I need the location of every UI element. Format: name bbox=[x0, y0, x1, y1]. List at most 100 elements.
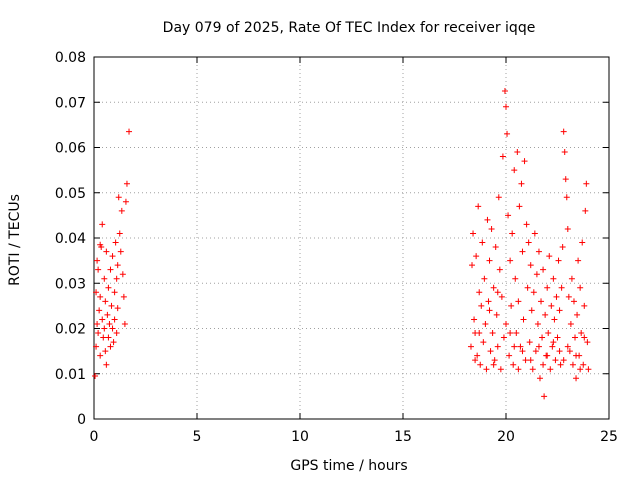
data-point bbox=[515, 366, 522, 373]
data-point bbox=[101, 275, 108, 282]
data-point bbox=[530, 289, 537, 296]
x-axis-label: GPS time / hours bbox=[290, 458, 407, 474]
data-point bbox=[102, 298, 109, 305]
data-point bbox=[476, 289, 483, 296]
data-point bbox=[107, 343, 114, 350]
x-tick-label: 20 bbox=[497, 429, 515, 445]
data-point bbox=[573, 352, 580, 359]
data-point bbox=[526, 339, 533, 346]
data-point bbox=[583, 180, 590, 187]
data-point bbox=[109, 325, 116, 332]
data-point bbox=[567, 320, 574, 327]
data-point bbox=[564, 225, 571, 232]
y-tick-label: 0.08 bbox=[55, 50, 86, 66]
data-point bbox=[580, 361, 587, 368]
data-point bbox=[92, 373, 99, 380]
data-point bbox=[111, 289, 118, 296]
data-point bbox=[113, 330, 120, 337]
x-tick-label: 15 bbox=[394, 429, 412, 445]
data-point bbox=[549, 343, 556, 350]
data-point bbox=[527, 357, 534, 364]
data-point bbox=[546, 253, 553, 260]
data-point bbox=[494, 343, 501, 350]
chart-title: Day 079 of 2025, Rate Of TEC Index for r… bbox=[163, 20, 536, 36]
data-point bbox=[498, 293, 505, 300]
data-point bbox=[486, 307, 493, 314]
data-point bbox=[511, 167, 518, 174]
data-point bbox=[584, 339, 591, 346]
data-point bbox=[485, 298, 492, 305]
data-point bbox=[532, 348, 539, 355]
data-point bbox=[122, 198, 129, 205]
data-point bbox=[484, 216, 491, 223]
data-point bbox=[519, 348, 526, 355]
data-point bbox=[112, 239, 119, 246]
data-point bbox=[577, 366, 584, 373]
data-point bbox=[531, 230, 538, 237]
data-point bbox=[545, 330, 552, 337]
data-point bbox=[119, 271, 126, 278]
data-point bbox=[535, 248, 542, 255]
data-points bbox=[92, 87, 592, 400]
data-point bbox=[481, 275, 488, 282]
plot-frame bbox=[93, 56, 610, 420]
data-point bbox=[565, 293, 572, 300]
data-point bbox=[497, 366, 504, 373]
data-point bbox=[123, 180, 130, 187]
y-tick-label: 0.03 bbox=[55, 276, 86, 292]
data-point bbox=[469, 262, 476, 269]
data-point bbox=[483, 366, 490, 373]
data-point bbox=[109, 253, 116, 260]
data-point bbox=[527, 262, 534, 269]
data-point bbox=[505, 212, 512, 219]
data-point bbox=[554, 334, 561, 341]
data-point bbox=[499, 153, 506, 160]
axis-ticks: 0 5 10 15 20 25 0 0.01 0.02 0.03 0.04 0.05 0.06 0.07 0… bbox=[55, 50, 618, 445]
data-point bbox=[524, 284, 531, 291]
data-point bbox=[470, 230, 477, 237]
data-point bbox=[536, 375, 543, 382]
y-tick-label: 0.04 bbox=[55, 231, 86, 247]
data-point bbox=[95, 330, 102, 337]
data-point bbox=[556, 348, 563, 355]
data-point bbox=[480, 339, 487, 346]
data-point bbox=[101, 325, 108, 332]
data-point bbox=[534, 320, 541, 327]
data-point bbox=[474, 352, 481, 359]
data-point bbox=[106, 320, 113, 327]
data-point bbox=[118, 207, 125, 214]
data-point bbox=[120, 293, 127, 300]
data-point bbox=[503, 320, 509, 327]
data-point bbox=[501, 87, 508, 94]
x-tick-label: 25 bbox=[600, 429, 618, 445]
data-point bbox=[585, 366, 592, 373]
data-point bbox=[97, 293, 104, 300]
data-point bbox=[525, 239, 532, 246]
data-point bbox=[563, 194, 570, 201]
y-tick-label: 0.05 bbox=[55, 186, 86, 202]
data-point bbox=[506, 352, 513, 359]
data-point bbox=[582, 207, 589, 214]
data-point bbox=[550, 339, 557, 346]
data-point bbox=[491, 357, 498, 364]
data-point bbox=[540, 266, 547, 273]
data-point bbox=[108, 302, 115, 309]
data-point bbox=[540, 361, 547, 368]
data-point bbox=[560, 357, 567, 364]
data-point bbox=[560, 128, 567, 135]
data-point bbox=[517, 343, 524, 350]
data-point bbox=[542, 311, 549, 318]
data-point bbox=[509, 230, 516, 237]
data-point bbox=[544, 352, 551, 359]
data-point bbox=[114, 262, 121, 269]
data-point bbox=[551, 316, 558, 323]
data-point bbox=[473, 253, 480, 260]
data-point bbox=[116, 230, 123, 237]
data-point bbox=[100, 334, 107, 341]
data-point bbox=[575, 257, 582, 264]
data-point bbox=[581, 334, 588, 341]
data-point bbox=[566, 348, 573, 355]
data-point bbox=[544, 284, 551, 291]
data-point bbox=[528, 307, 535, 314]
data-point bbox=[507, 257, 514, 264]
